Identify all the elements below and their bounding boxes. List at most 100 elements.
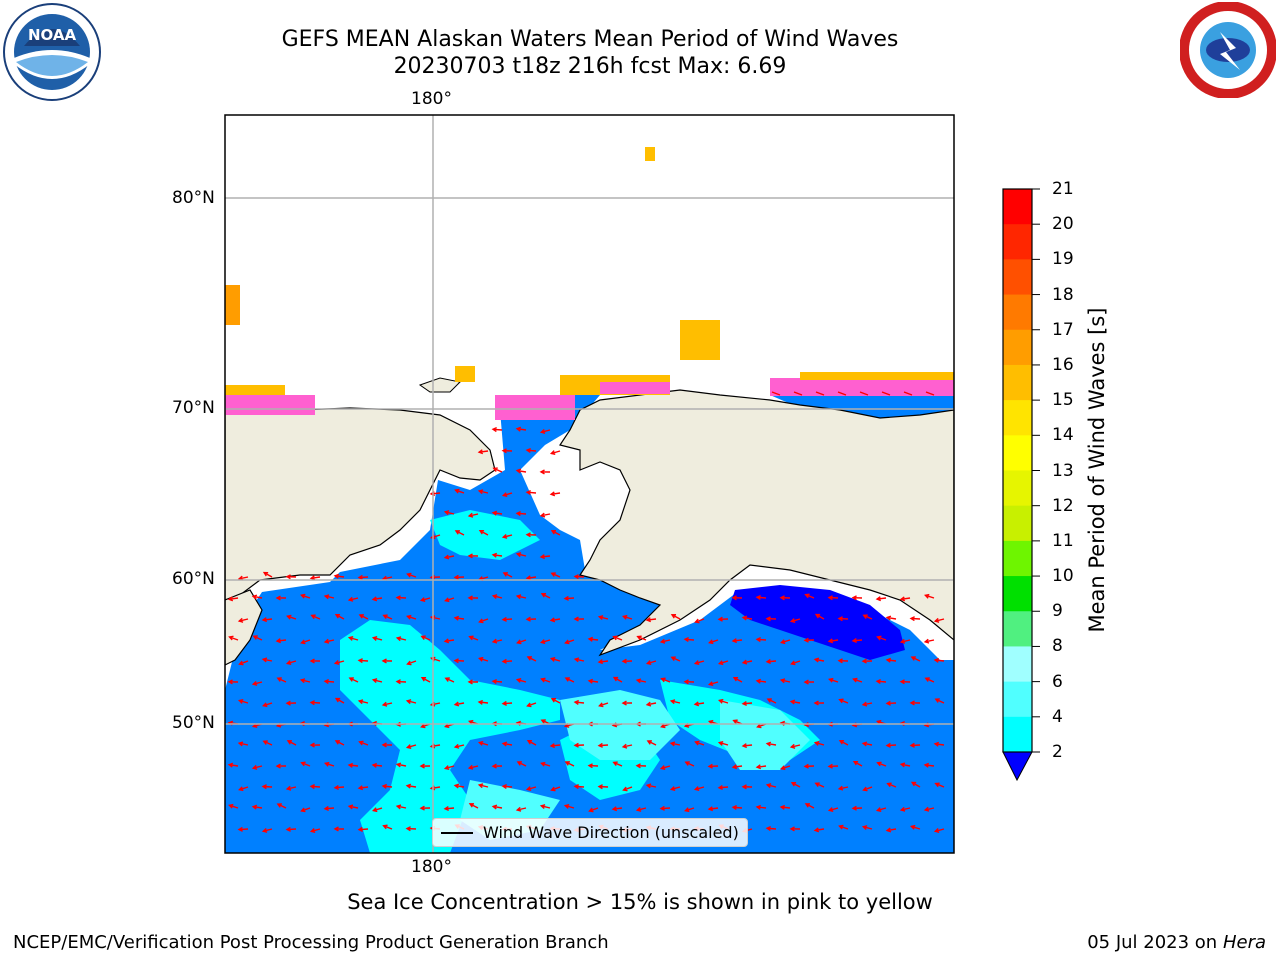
wave-arrow-head xyxy=(573,616,579,622)
wave-arrow-head xyxy=(237,741,244,747)
wave-arrow xyxy=(766,827,777,830)
wave-arrow-head xyxy=(636,635,642,641)
wave-arrow xyxy=(516,512,527,515)
wave-arrow-head xyxy=(228,635,234,641)
wave-arrow-head xyxy=(564,639,570,645)
wave-arrow xyxy=(421,597,431,602)
wave-arrow-head xyxy=(525,532,531,538)
wave-arrow-head xyxy=(573,699,580,705)
wave-arrow xyxy=(325,595,335,599)
wave-arrow xyxy=(325,762,335,767)
wave-arrow xyxy=(324,807,335,810)
wave-arrow-head xyxy=(502,572,508,577)
wave-arrow xyxy=(263,702,273,707)
wave-arrow-head xyxy=(251,594,258,600)
wave-arrow-head xyxy=(587,636,594,642)
wave-arrow-head xyxy=(755,637,761,643)
wave-arrow-head xyxy=(395,679,401,685)
wave-arrow-head xyxy=(420,635,426,641)
wave-arrow-head xyxy=(492,467,498,472)
wave-arrow-head xyxy=(491,763,497,769)
wave-arrow xyxy=(277,677,287,683)
wave-arrow-head xyxy=(309,658,315,664)
wave-arrow xyxy=(925,677,935,683)
wave-arrow xyxy=(709,639,719,644)
wave-arrow xyxy=(421,677,431,683)
wave-arrow xyxy=(719,741,729,746)
wave-arrow xyxy=(815,658,825,662)
wave-arrow-head xyxy=(237,698,244,704)
wave-arrow-head xyxy=(861,701,868,707)
wave-arrow-head xyxy=(645,701,652,707)
wave-arrow-head xyxy=(419,597,426,602)
wave-arrow xyxy=(599,616,609,620)
wave-arrow-head xyxy=(756,723,762,729)
wave-arrow-head xyxy=(310,614,316,620)
wave-arrow-head xyxy=(357,785,364,791)
wave-arrow xyxy=(479,490,489,494)
wave-arrow-head xyxy=(717,741,724,746)
wave-arrow-head xyxy=(707,681,714,687)
wave-arrow-head xyxy=(309,575,316,581)
wave-arrow xyxy=(373,637,383,641)
wave-arrow-head xyxy=(707,806,714,812)
wave-arrow xyxy=(397,763,407,767)
wave-arrow-head xyxy=(467,553,473,559)
wave-arrow xyxy=(756,765,767,768)
wave-arrow-head xyxy=(251,680,258,686)
wave-arrow xyxy=(551,786,561,791)
wave-arrow-head xyxy=(443,805,449,812)
wave-arrow-head xyxy=(597,742,603,748)
wave-arrow-head xyxy=(923,762,930,768)
wave-arrow-head xyxy=(323,638,330,644)
wave-arrow-head xyxy=(382,614,388,620)
wave-arrow xyxy=(517,595,527,599)
wave-arrow-head xyxy=(573,742,579,748)
wave-arrow xyxy=(574,575,585,578)
wave-arrow-head xyxy=(827,595,833,601)
wave-arrow-head xyxy=(573,784,579,790)
wave-arrow-head xyxy=(645,660,652,666)
wave-arrow xyxy=(815,782,825,788)
wave-arrow xyxy=(718,786,729,789)
wave-arrow-head xyxy=(669,786,676,791)
wave-arrow-head xyxy=(275,763,281,769)
wave-arrow-head xyxy=(885,827,892,833)
wave-arrow xyxy=(837,391,847,396)
wave-arrow-head xyxy=(612,676,619,682)
wave-arrow xyxy=(911,656,921,662)
wave-arrow-head xyxy=(886,782,892,788)
wave-arrow xyxy=(565,761,575,767)
wave-arrow-head xyxy=(766,698,772,703)
wave-arrow xyxy=(372,597,383,601)
wave-arrow xyxy=(503,534,513,538)
wave-arrow xyxy=(742,702,753,705)
wave-arrow-head xyxy=(827,638,834,644)
wave-arrow xyxy=(373,679,383,683)
wave-arrow-head xyxy=(861,658,867,664)
wave-arrow-head xyxy=(228,803,234,809)
wave-arrow-head xyxy=(468,803,475,808)
wave-arrow-head xyxy=(862,614,868,619)
wave-arrow xyxy=(793,391,803,396)
wave-arrow xyxy=(732,765,743,768)
wave-arrow-head xyxy=(550,572,556,577)
wave-arrow-head xyxy=(732,676,739,682)
wave-arrow-head xyxy=(741,700,747,707)
wave-arrow-head xyxy=(443,554,450,560)
wave-arrow-head xyxy=(765,616,771,622)
wave-arrow xyxy=(684,638,695,641)
wave-arrow-head xyxy=(597,659,604,665)
wave-arrow-head xyxy=(645,617,652,623)
wave-arrow xyxy=(239,786,249,791)
wave-arrow-head xyxy=(933,657,940,663)
wave-arrow xyxy=(311,828,321,832)
wave-arrow xyxy=(876,680,887,683)
wave-arrow-head xyxy=(333,573,340,579)
wave-arrow-head xyxy=(659,805,665,811)
wave-arrow-head xyxy=(789,618,796,623)
wave-arrow xyxy=(502,618,513,621)
wave-arrow xyxy=(469,803,479,809)
wave-arrow-head xyxy=(876,761,882,767)
map-frame xyxy=(224,114,955,854)
